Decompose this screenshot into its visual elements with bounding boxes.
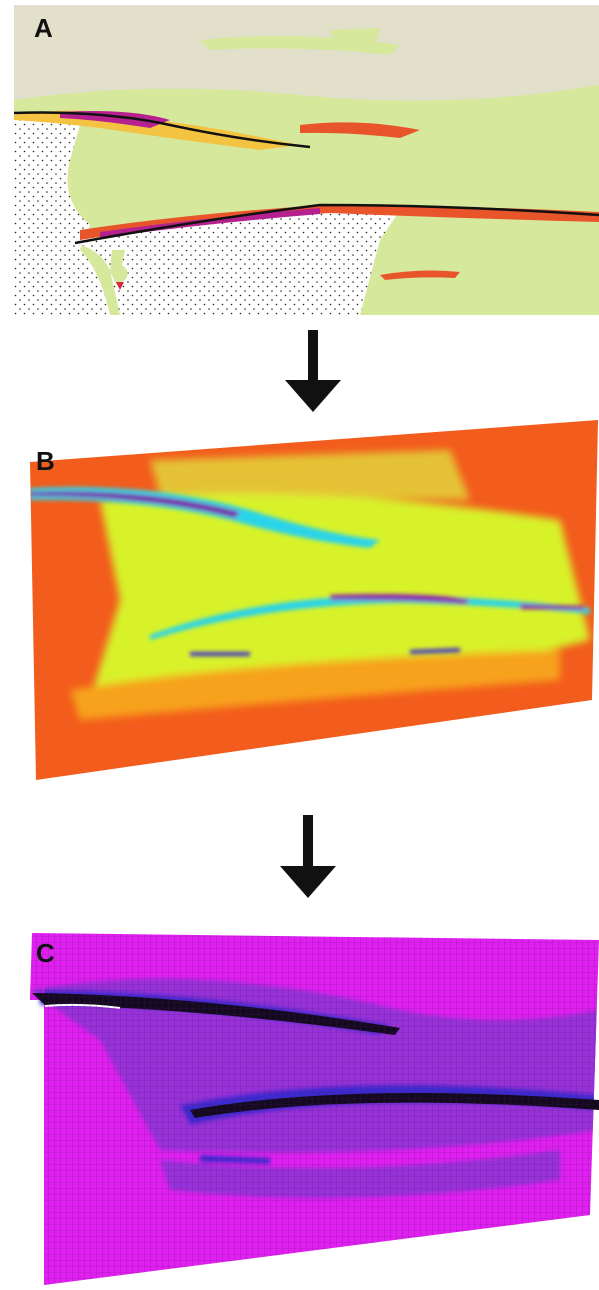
panel-label: C [36,938,55,968]
page: A B [0,0,599,1290]
panel-c: C [30,933,599,1285]
arrow [285,330,341,412]
panel-a: A [14,5,599,315]
panel-b: B [20,410,599,790]
arrow [280,815,336,898]
panel-label: B [36,446,55,476]
figure: A B [0,0,599,1290]
panel-label: A [34,13,53,43]
